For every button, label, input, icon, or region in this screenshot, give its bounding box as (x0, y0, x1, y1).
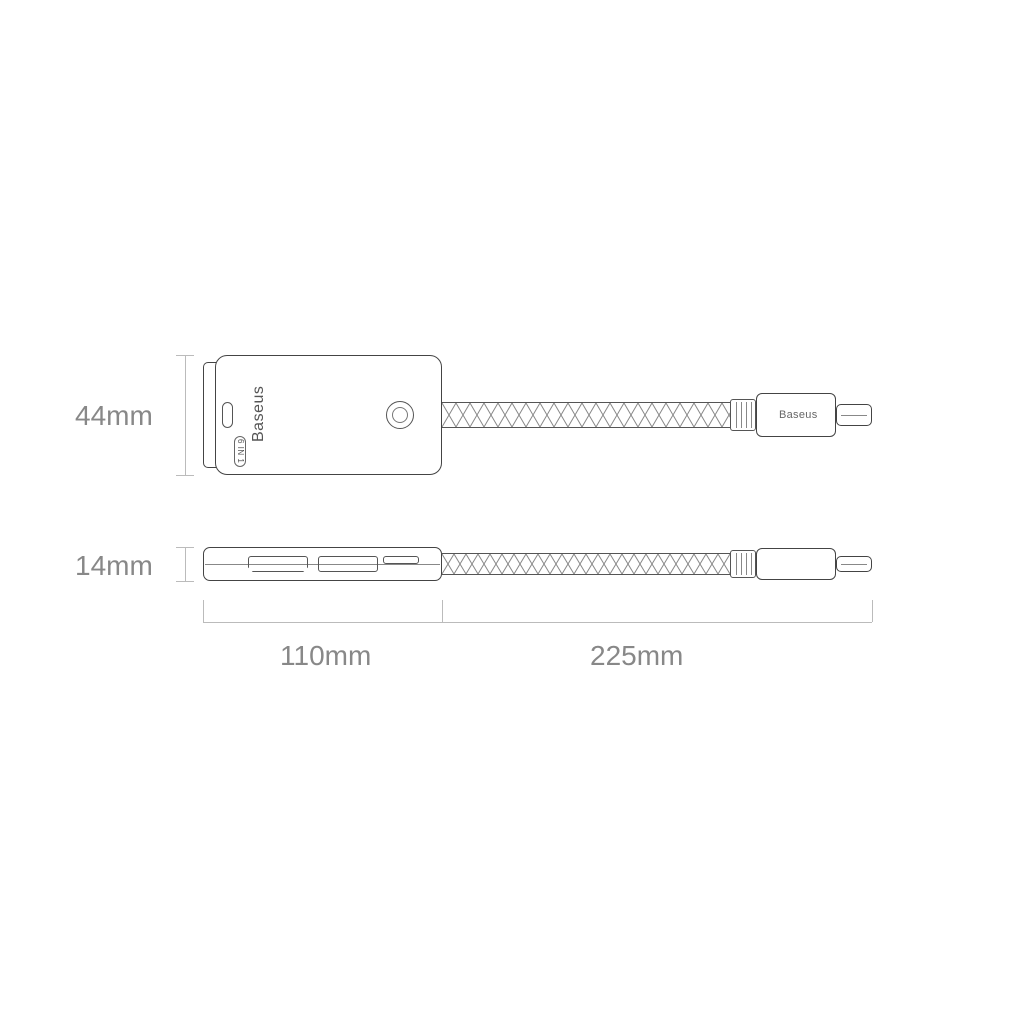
cable-top (442, 402, 732, 428)
connector-plug-top (836, 404, 872, 426)
dim-thickness-line (185, 547, 186, 581)
side-tf-slot-icon (383, 556, 419, 564)
side-sd-slot-icon (318, 556, 378, 572)
dim-thickness-label: 14mm (75, 550, 153, 582)
dim-cable-tick-right (872, 600, 873, 622)
dim-height-line (185, 355, 186, 475)
hub-top-usbc-port-icon (222, 402, 233, 428)
dim-body-tick-left (203, 600, 204, 622)
hub-6in1-badge: 6 IN 1 (234, 436, 246, 467)
connector-housing-top: Baseus (756, 393, 836, 437)
dim-body-tick-right (442, 600, 443, 622)
dim-height-tick-top (176, 355, 194, 356)
hub-brand-label: Baseus (250, 386, 268, 442)
dim-height-label: 44mm (75, 400, 153, 432)
dim-height-tick-bottom (176, 475, 194, 476)
cable-braid-side-icon (442, 554, 732, 574)
dim-body-line (203, 622, 442, 623)
connector-brand-label: Baseus (779, 409, 818, 421)
side-hdmi-port-icon (248, 556, 308, 572)
strain-relief-top (730, 399, 756, 431)
connector-plug-side (836, 556, 872, 572)
strain-relief-side (730, 550, 756, 578)
hub-button-inner-icon (392, 407, 408, 423)
diagram-stage: 6 IN 1 Baseus Baseus (0, 0, 1024, 1024)
dim-thickness-tick-top (176, 547, 194, 548)
cable-side (442, 553, 732, 575)
hub-6in1-label: 6 IN 1 (236, 439, 245, 463)
cable-braid-icon (442, 403, 732, 427)
dim-thickness-tick-bottom (176, 581, 194, 582)
dim-cable-label: 225mm (590, 640, 683, 672)
dim-body-label: 110mm (280, 640, 371, 672)
connector-housing-side (756, 548, 836, 580)
dim-cable-line (442, 622, 872, 623)
